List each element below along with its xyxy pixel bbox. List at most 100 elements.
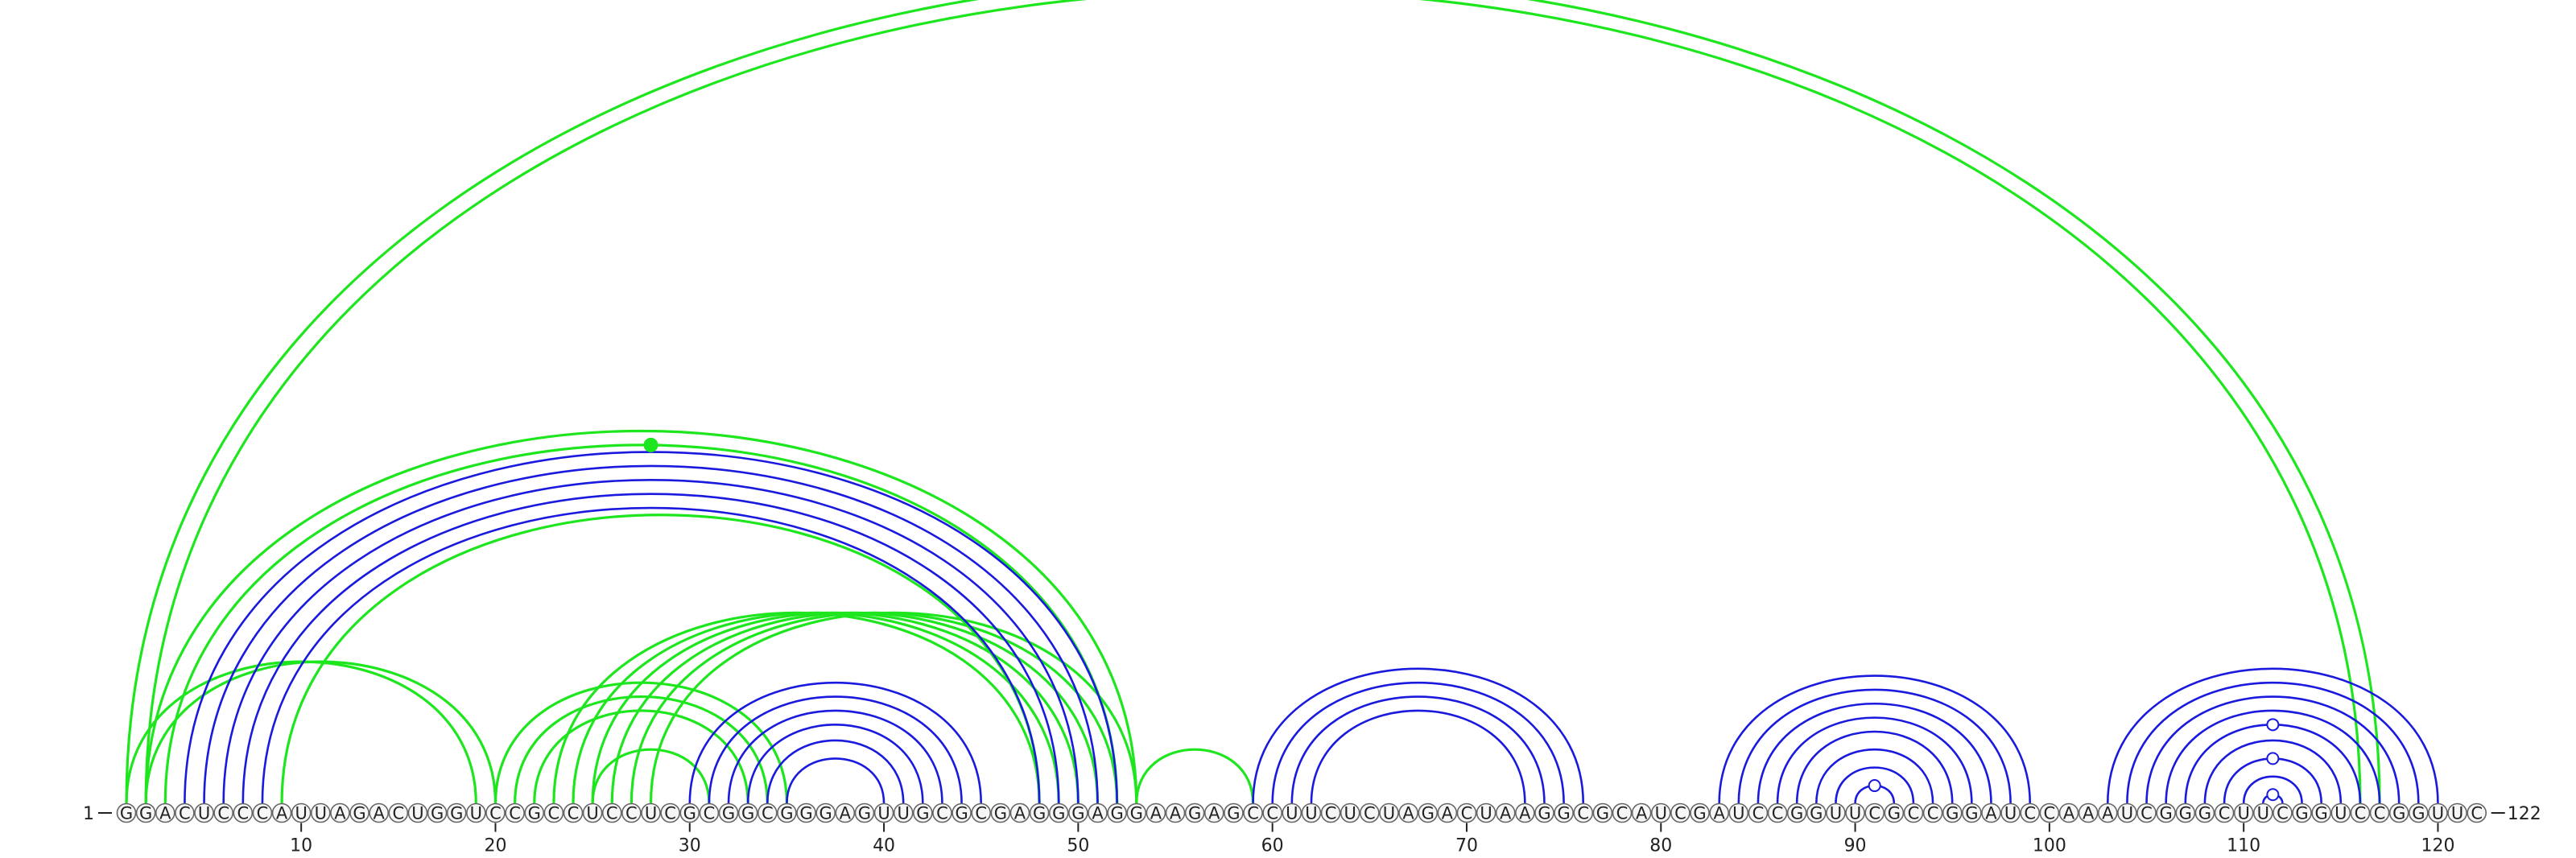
nucleotide: A: [155, 802, 175, 823]
nucleotide: U: [2117, 802, 2137, 823]
blue-arc: [688, 681, 983, 804]
nucleotide-letter: G: [780, 804, 793, 823]
nucleotide: C: [485, 802, 506, 823]
blue-arc: [1835, 766, 1915, 804]
nucleotide-letter: C: [1247, 804, 1259, 823]
nucleotide: C: [1903, 802, 1924, 823]
nucleotide-letter: C: [548, 804, 560, 823]
arc-marker: [1868, 779, 1881, 793]
nucleotide-letter: C: [975, 804, 987, 823]
nucleotide: G: [1048, 802, 1069, 823]
nucleotide-letter: A: [2083, 804, 2095, 823]
nucleotide: C: [2020, 802, 2041, 823]
nucleotide-letter: C: [2044, 804, 2056, 823]
nucleotide-letter: A: [1713, 804, 1725, 823]
nucleotide: C: [932, 802, 952, 823]
green-arc: [1135, 748, 1255, 804]
nucleotide: A: [369, 802, 389, 823]
nucleotide: C: [1748, 802, 1769, 823]
arc-marker: [2266, 752, 2280, 765]
green-arc: [514, 695, 769, 804]
nucleotide: G: [679, 802, 700, 823]
nucleotide-letter: C: [509, 804, 521, 823]
nucleotide-letter: C: [936, 804, 948, 823]
nucleotide-letter: C: [1927, 804, 1939, 823]
tick-label: 120: [2421, 836, 2454, 856]
nucleotide-letter: C: [2024, 804, 2036, 823]
tick-label: 100: [2033, 836, 2066, 856]
blue-arc: [746, 724, 924, 804]
blue-arcs-group: [184, 451, 2439, 804]
nucleotide: U: [310, 802, 331, 823]
nucleotide: C: [1262, 802, 1282, 823]
nucleotide-letter: G: [994, 804, 1007, 823]
nucleotide: G: [1884, 802, 1905, 823]
nucleotide-letter: C: [568, 804, 580, 823]
arc-marker: [2266, 718, 2280, 732]
nucleotide: G: [1107, 802, 1127, 823]
nucleotide-letter: G: [1130, 804, 1143, 823]
nucleotide: A: [1981, 802, 2001, 823]
nucleotide: G: [718, 802, 739, 823]
nucleotide: G: [1224, 802, 1244, 823]
nucleotide-letter: G: [955, 804, 968, 823]
nucleotide: G: [1786, 802, 1807, 823]
nucleotide-letter: U: [1849, 804, 1861, 823]
nucleotide: C: [1767, 802, 1788, 823]
tick-label: 30: [679, 836, 701, 856]
nucleotide: A: [1515, 802, 1535, 823]
nucleotide-letter: C: [1868, 804, 1880, 823]
blue-arc: [2203, 739, 2343, 804]
nucleotide: G: [524, 802, 545, 823]
nucleotide-letter: U: [2121, 804, 2133, 823]
nucleotide: A: [2058, 802, 2079, 823]
nucleotide: U: [1728, 802, 1749, 823]
nucleotide-letter: U: [1286, 804, 1298, 823]
nucleotide-letter: C: [179, 804, 191, 823]
nucleotide-letter: A: [840, 804, 852, 823]
blue-arc: [786, 757, 886, 804]
nucleotide: C: [1456, 802, 1477, 823]
nucleotide: A: [1709, 802, 1729, 823]
nucleotide: A: [1398, 802, 1418, 823]
nucleotide: A: [1088, 802, 1108, 823]
blue-arc: [1290, 695, 1546, 804]
nucleotide-letter: A: [1442, 804, 1454, 823]
nucleotide: C: [1612, 802, 1633, 823]
nucleotide: C: [543, 802, 564, 823]
blue-arc: [242, 493, 1060, 804]
nucleotide-letter: U: [898, 804, 910, 823]
nucleotide-letter: G: [1188, 804, 1201, 823]
nucleotide-letter: C: [2140, 804, 2153, 823]
nucleotide-letter: U: [1655, 804, 1667, 823]
nucleotide: G: [135, 802, 156, 823]
blue-arc: [222, 479, 1080, 804]
blue-arc: [1252, 667, 1585, 804]
nucleotide: G: [1418, 802, 1439, 823]
nucleotide: U: [1379, 802, 1399, 823]
nucleotide: A: [271, 802, 292, 823]
nucleotide: C: [601, 802, 622, 823]
nucleotide-letter: G: [1110, 804, 1123, 823]
nucleotide: G: [913, 802, 933, 823]
nucleotide-letter: A: [1636, 804, 1648, 823]
nucleotide-letter: G: [819, 804, 832, 823]
nucleotide-letter: G: [1033, 804, 1046, 823]
nucleotide-letter: U: [1344, 804, 1356, 823]
nucleotide: U: [893, 802, 914, 823]
nucleotide: A: [1495, 802, 1516, 823]
nucleotide: C: [252, 802, 273, 823]
nucleotide: C: [2136, 802, 2157, 823]
green-arc: [591, 748, 711, 804]
nucleotide: C: [1864, 802, 1885, 823]
nucleotide: U: [2428, 802, 2448, 823]
blue-arc: [1271, 681, 1565, 804]
nucleotide-letter: U: [2257, 804, 2269, 823]
green-arc: [144, 429, 1138, 804]
tick-label: 50: [1067, 836, 1089, 856]
nucleotide: G: [1126, 802, 1147, 823]
blue-arc: [1757, 703, 1992, 804]
nucleotide-letter: A: [1500, 804, 1512, 823]
nucleotide: G: [2175, 802, 2196, 823]
